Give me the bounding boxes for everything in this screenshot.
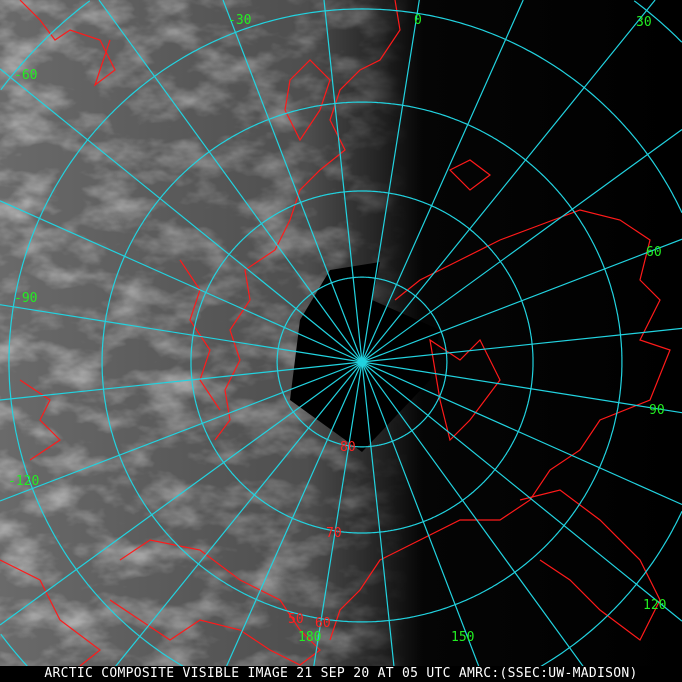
meridian--45 [98, 0, 363, 363]
coastline-aleutians [0, 559, 101, 667]
coastline-taymyr [429, 338, 501, 442]
longitude-label: 150 [451, 630, 474, 645]
coastline-east-siberia [519, 489, 661, 641]
meridian-0 [361, 0, 420, 363]
coastlines [0, 0, 671, 667]
meridian-150 [361, 361, 486, 682]
coastline-archipelago [179, 259, 221, 411]
coastline-siberia [329, 209, 671, 641]
meridian--150 [102, 361, 363, 682]
meridian-120 [361, 361, 682, 622]
meridian--60 [0, 68, 363, 363]
graticule-labels: 80 70 60 50 -30 0 30 60 90 120 150 180 -60 -90 -120 [8, 13, 666, 645]
latitude-label: 50 [288, 612, 304, 627]
meridian--165 [218, 361, 363, 682]
latitude-label: 80 [340, 440, 356, 455]
coastline-svalbard [448, 159, 491, 191]
meridian--30 [222, 0, 363, 363]
coastline-hudson [19, 0, 116, 87]
meridian--135 [0, 361, 363, 626]
meridian-45 [361, 129, 682, 363]
longitude-label: 30 [636, 15, 652, 30]
meridian--90 [0, 304, 363, 363]
longitude-label: -30 [228, 13, 251, 28]
meridian--180 [310, 361, 363, 682]
image-caption: ARCTIC COMPOSITE VISIBLE IMAGE 21 SEP 20… [0, 666, 682, 682]
coastline-alaska [109, 539, 321, 666]
longitude-label: 180 [298, 630, 321, 645]
coastline-west [19, 379, 61, 461]
meridian--15 [323, 0, 363, 363]
meridian-135 [361, 361, 595, 682]
longitude-label: 0 [414, 13, 422, 28]
latitude-label: 70 [326, 526, 342, 541]
latitude-circle-80 [276, 276, 448, 448]
coastline-island [284, 59, 331, 142]
longitude-label: 60 [646, 245, 662, 260]
latitude-circle-70 [190, 190, 534, 534]
meridian--105 [0, 361, 363, 401]
longitude-label: -90 [14, 291, 37, 306]
meridian--120 [0, 361, 363, 502]
latitude-circle-60 [101, 101, 623, 623]
meridian--75 [0, 200, 363, 363]
meridian-60 [361, 238, 682, 363]
longitude-label: 120 [643, 598, 666, 613]
longitude-label: 90 [649, 403, 665, 418]
meridian-75 [361, 327, 682, 363]
meridian-15 [361, 0, 524, 363]
latitude-circle-50 [8, 8, 682, 682]
meridian-105 [361, 361, 682, 506]
longitude-label: -60 [14, 68, 37, 83]
meridian-165 [361, 361, 397, 682]
longitude-label: -120 [8, 474, 39, 489]
meridian-30 [361, 0, 656, 363]
latitude-label: 60 [315, 616, 331, 631]
meridian-90 [361, 361, 682, 414]
